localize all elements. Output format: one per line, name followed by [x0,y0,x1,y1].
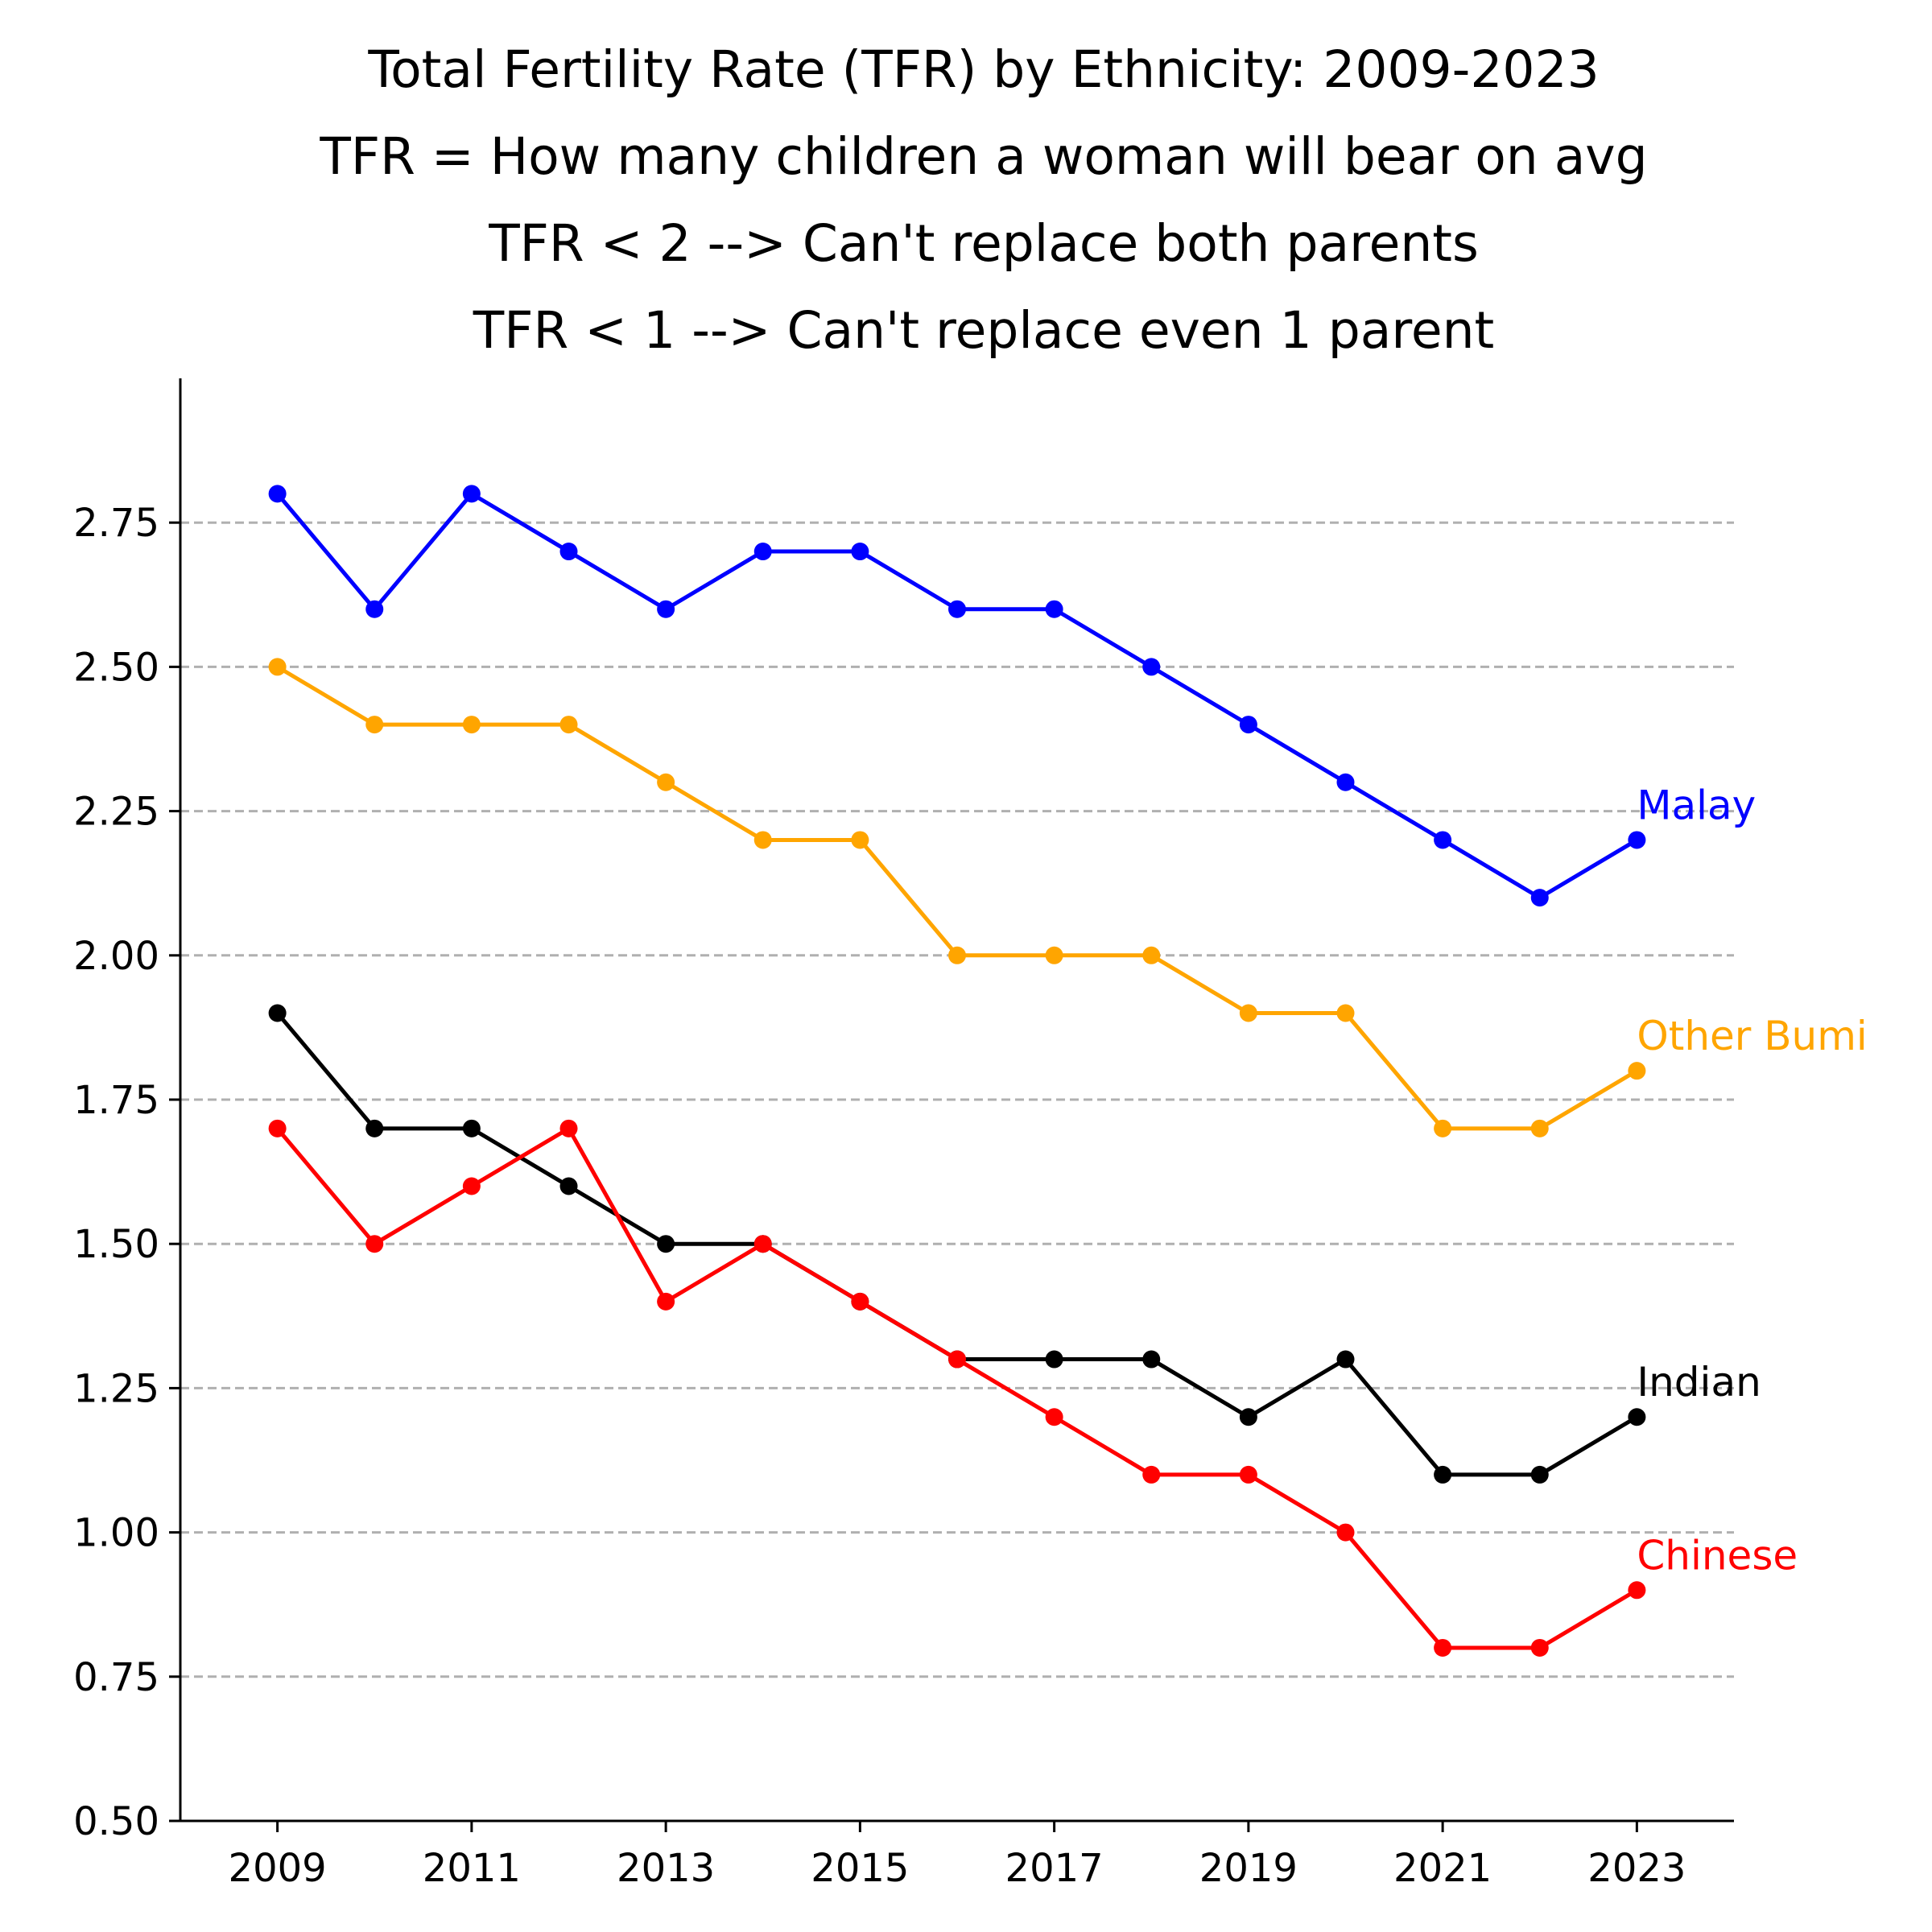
x-tick-label-6: 2021 [1393,1846,1492,1891]
data-point-malay-2015 [851,543,869,561]
title-line-2: TFR = How many children a woman will bea… [319,127,1647,186]
data-point-indian-2019 [1239,1408,1257,1426]
x-tick-label-5: 2019 [1199,1846,1298,1891]
data-point-malay-2010 [365,600,384,618]
y-tick-label-3: 1.25 [73,1366,159,1411]
data-point-malay-2012 [559,543,578,561]
data-point-chinese-2010 [365,1235,384,1253]
series-label-other-bumi: Other Bumi [1637,1013,1867,1059]
data-point-indian-2023 [1628,1408,1646,1426]
data-point-malay-2023 [1628,831,1646,849]
data-point-other-bumi-2011 [462,716,481,734]
data-point-indian-2009 [268,1004,287,1022]
y-tick-label-6: 2.00 [73,934,159,979]
data-point-chinese-2020 [1336,1523,1355,1542]
data-point-chinese-2016 [948,1350,966,1368]
gridlines [180,521,1734,1678]
data-point-indian-2013 [657,1235,675,1253]
y-tick-label-7: 2.25 [73,790,159,835]
data-point-other-bumi-2013 [657,773,675,791]
data-point-malay-2009 [268,485,287,503]
title-line-1: Total Fertility Rate (TFR) by Ethnicity:… [367,40,1599,99]
data-point-chinese-2017 [1045,1408,1063,1426]
data-point-indian-2022 [1530,1465,1549,1484]
series-label-chinese: Chinese [1637,1532,1798,1579]
data-point-malay-2014 [753,543,772,561]
x-tick-label-2: 2013 [617,1846,715,1891]
data-point-malay-2020 [1336,773,1355,791]
data-point-indian-2012 [559,1177,578,1195]
data-point-chinese-2009 [268,1119,287,1137]
y-tick-label-0: 0.50 [73,1799,159,1844]
data-point-malay-2018 [1142,658,1161,676]
data-point-malay-2013 [657,600,675,618]
y-tick-label-2: 1.00 [73,1511,159,1556]
data-point-indian-2020 [1336,1350,1355,1368]
y-tick-label-9: 2.75 [73,501,159,546]
data-point-malay-2017 [1045,600,1063,618]
data-point-chinese-2014 [753,1235,772,1253]
x-tick-label-1: 2011 [423,1846,521,1891]
data-point-other-bumi-2017 [1045,946,1063,964]
x-tick-label-7: 2023 [1587,1846,1686,1891]
data-point-chinese-2023 [1628,1581,1646,1600]
y-tick-label-1: 0.75 [73,1655,159,1700]
data-point-other-bumi-2016 [948,946,966,964]
series-malay [268,485,1646,907]
title-line-3: TFR < 2 --> Can't replace both parents [488,214,1479,273]
data-point-other-bumi-2022 [1530,1119,1549,1137]
data-point-other-bumi-2020 [1336,1004,1355,1022]
series-other-bumi [268,658,1646,1137]
data-point-chinese-2019 [1239,1465,1257,1484]
series-chinese [268,1119,1646,1657]
data-point-other-bumi-2023 [1628,1062,1646,1080]
series-line-malay [275,491,1639,900]
data-point-chinese-2013 [657,1292,675,1311]
data-point-malay-2016 [948,600,966,618]
data-point-other-bumi-2019 [1239,1004,1257,1022]
data-point-other-bumi-2014 [753,831,772,849]
data-point-malay-2021 [1434,831,1452,849]
y-tick-label-4: 1.50 [73,1222,159,1267]
data-point-other-bumi-2009 [268,658,287,676]
series-labels: Malay Other Bumi Indian Chinese [1637,782,1867,1579]
series-label-malay: Malay [1637,782,1756,828]
chart-title: Total Fertility Rate (TFR) by Ethnicity:… [319,40,1647,360]
x-tick-label-0: 2009 [229,1846,327,1891]
data-point-chinese-2018 [1142,1465,1161,1484]
data-point-other-bumi-2010 [365,716,384,734]
y-tick-label-5: 1.75 [73,1078,159,1123]
data-point-chinese-2022 [1530,1638,1549,1657]
data-point-indian-2017 [1045,1350,1063,1368]
title-line-4: TFR < 1 --> Can't replace even 1 parent [473,301,1494,360]
axes: 0.50 0.75 1.00 1.25 1.50 1.75 2.00 2.25 2.50 2.75… [73,378,1734,1891]
data-point-indian-2011 [462,1119,481,1137]
series-line-other-bumi [275,664,1639,1131]
data-point-chinese-2015 [851,1292,869,1311]
data-point-indian-2021 [1434,1465,1452,1484]
data-point-chinese-2012 [559,1119,578,1137]
series [268,485,1646,1657]
data-point-other-bumi-2012 [559,716,578,734]
data-point-malay-2011 [462,485,481,503]
data-point-malay-2019 [1239,716,1257,734]
data-point-chinese-2021 [1434,1638,1452,1657]
data-point-indian-2010 [365,1119,384,1137]
data-point-other-bumi-2018 [1142,946,1161,964]
y-tick-label-8: 2.50 [73,645,159,690]
series-label-indian: Indian [1637,1359,1761,1406]
data-point-chinese-2011 [462,1177,481,1195]
data-point-malay-2022 [1530,889,1549,907]
x-tick-label-4: 2017 [1005,1846,1104,1891]
data-point-other-bumi-2021 [1434,1119,1452,1137]
data-point-other-bumi-2015 [851,831,869,849]
x-tick-label-3: 2015 [811,1846,909,1891]
data-point-indian-2018 [1142,1350,1161,1368]
